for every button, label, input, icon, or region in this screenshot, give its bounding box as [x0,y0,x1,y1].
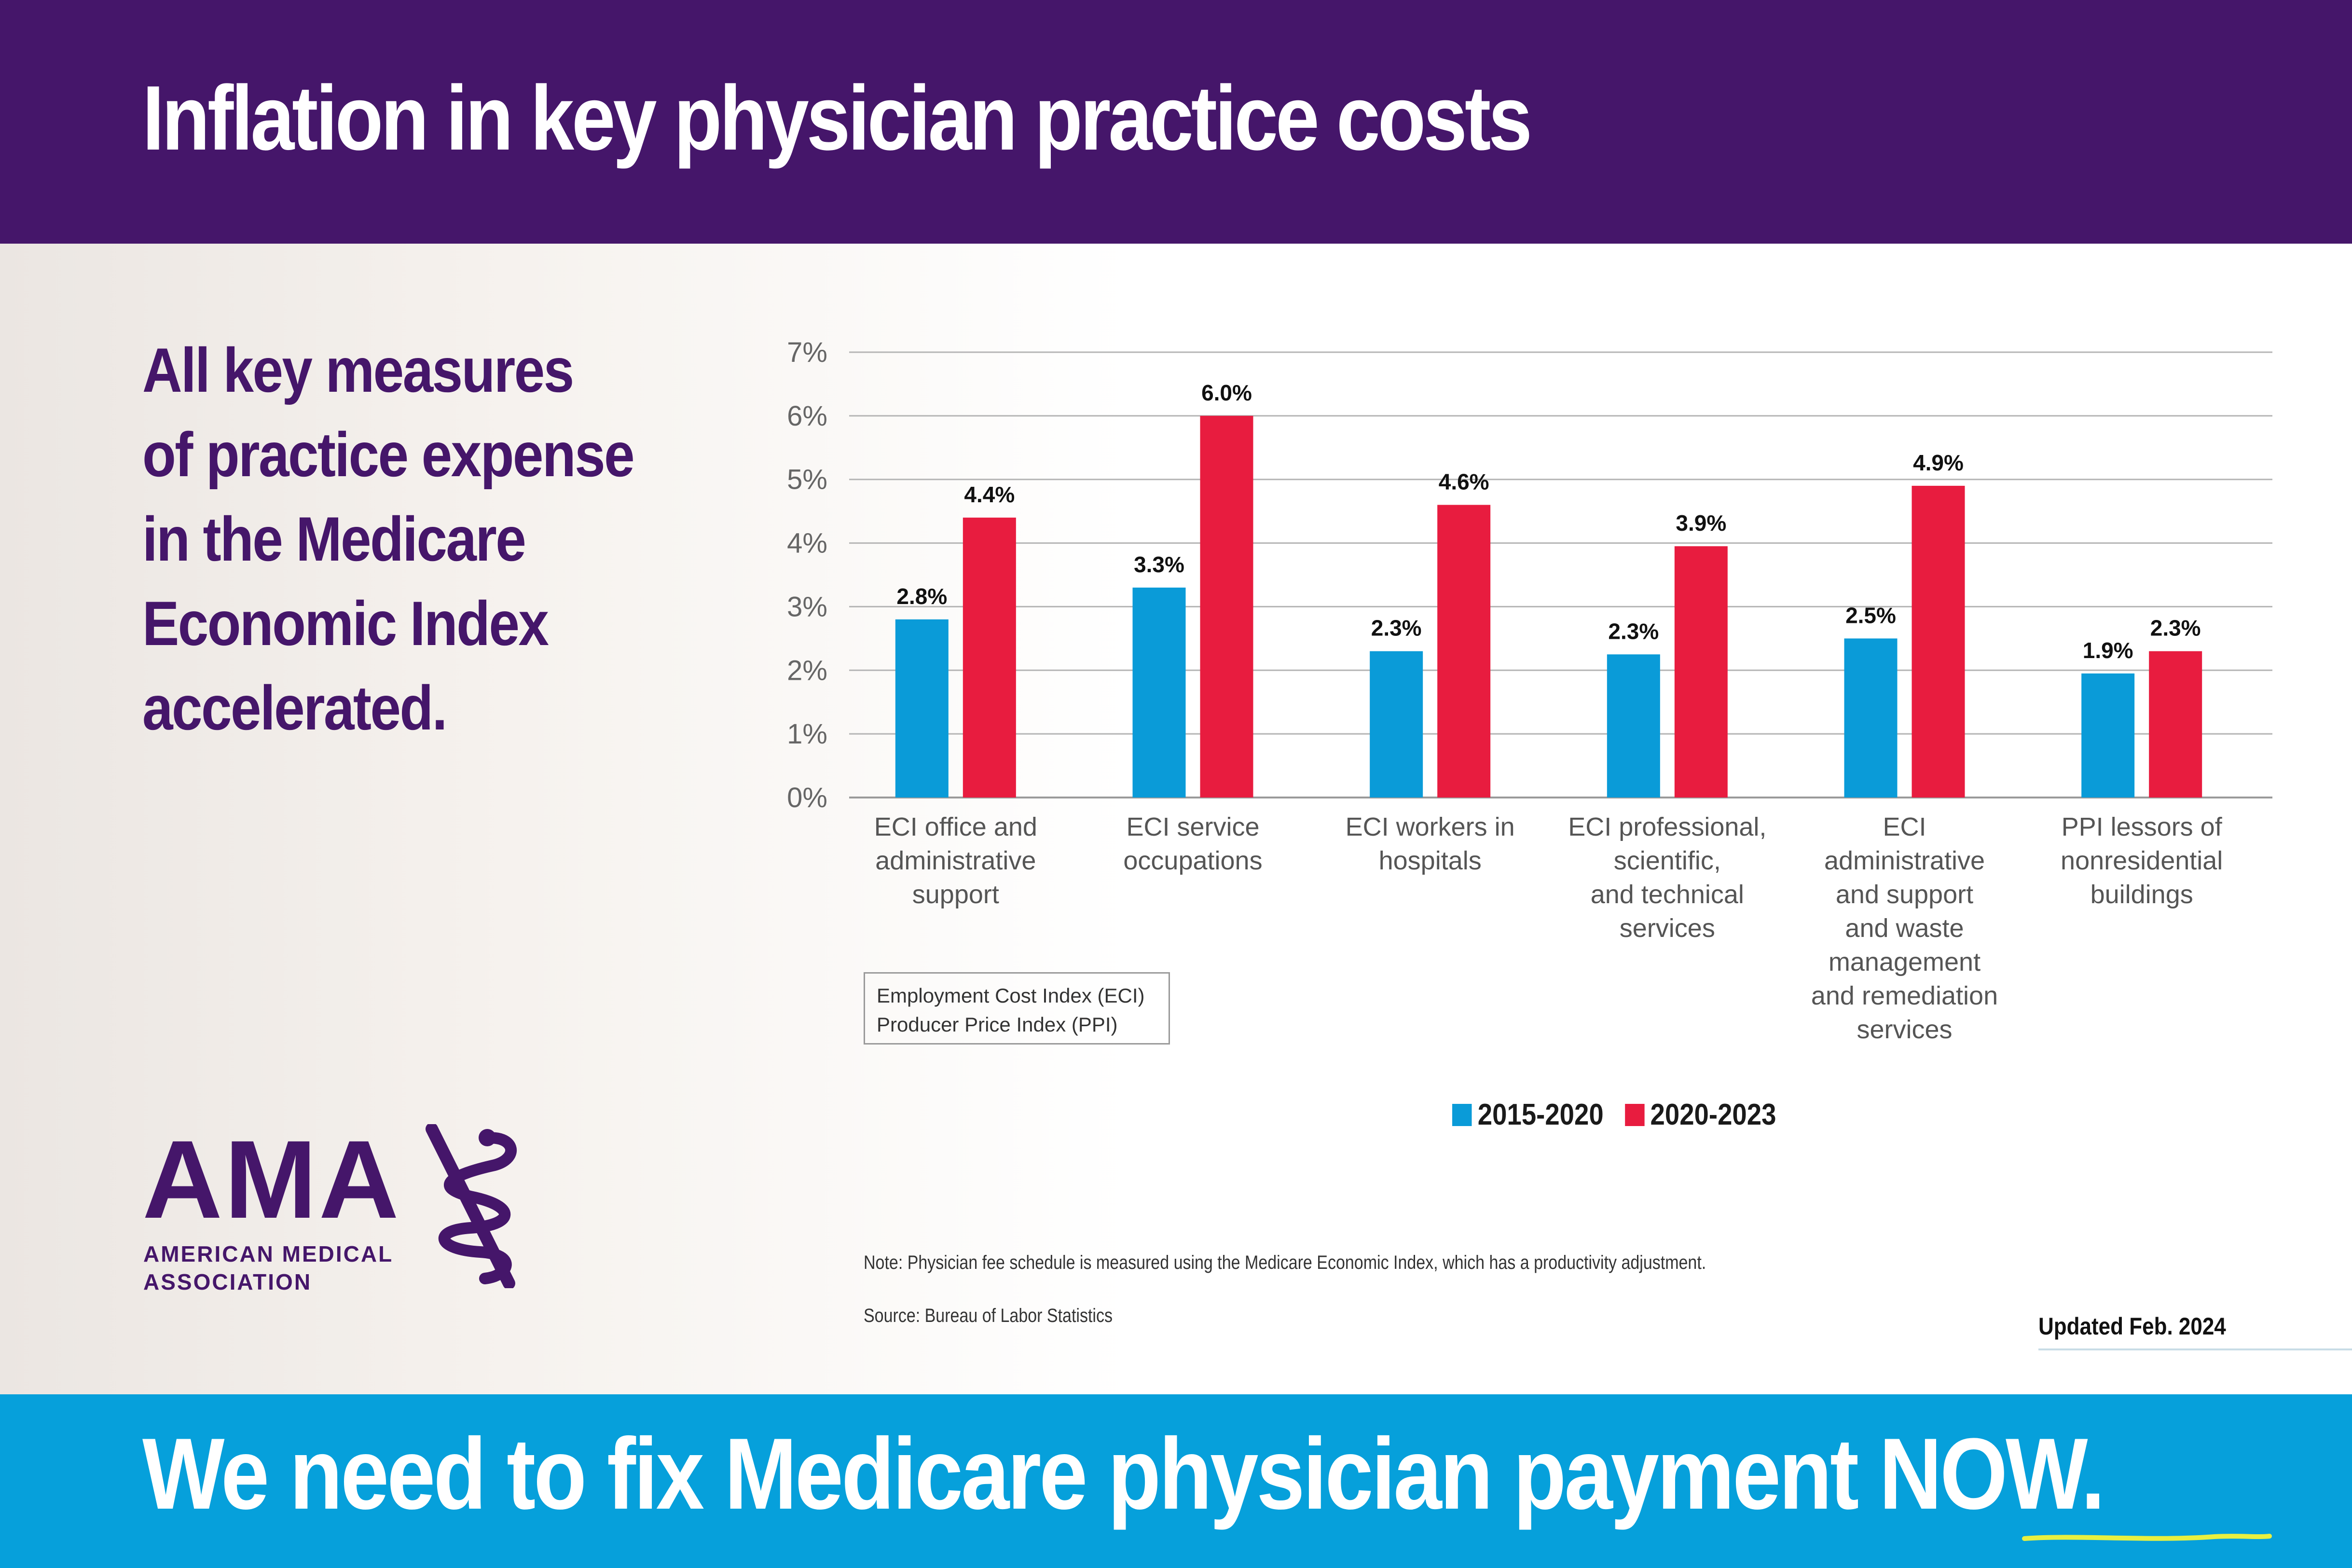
x-tick-label-line: and technical [1591,880,1744,909]
legend-item-series-1: 2015-2020 [1452,1098,1604,1132]
x-tick-label-line: ECI office and [874,812,1037,841]
bar [1844,638,1898,798]
x-tick-label: ECI professional, scientific, and technica… [1568,812,1766,943]
x-tick-label-line: and support [1836,880,1973,909]
x-tick-label-line: ECI service [1126,812,1259,841]
data-label: 2.3% [1371,616,1422,641]
x-tick-label: ECI workers in hospitals [1346,812,1515,875]
x-tick-label-line: administrative [1824,846,1985,875]
chart-source: Source: Bureau of Labor Statistics [864,1305,1113,1326]
legend-swatch [1624,1103,1645,1126]
y-tick-label: 7% [787,337,827,368]
y-tick-label: 3% [787,591,827,622]
legend-item-series-2: 2020-2023 [1624,1098,1776,1132]
data-label: 4.4% [964,482,1015,507]
ama-logo: AMA AMERICAN MEDICAL ASSOCIATION [142,1117,528,1294]
bar [1607,654,1660,798]
data-label: 2.8% [896,584,947,609]
bar [1437,505,1491,798]
bar [895,619,949,798]
x-tick-label-line: services [1857,1015,1952,1044]
abbreviation-box: Employment Cost Index (ECI) Producer Pri… [864,972,1170,1045]
page-title: Inflation in key physician practice cost… [142,67,1532,169]
header-band [0,0,2352,244]
bar [1200,415,1253,798]
x-tick-label-line: support [912,880,999,909]
data-label: 1.9% [2083,638,2133,663]
x-tick-label-line: scientific, [1614,846,1721,875]
x-tick-label-line: ECI workers in [1346,812,1515,841]
updated-date: Updated Feb. 2024 [2038,1313,2226,1340]
y-tick-label: 4% [787,528,827,559]
footer-band [0,1394,2352,1568]
headline-line: Economic Index [142,588,549,659]
headline-line: accelerated. [142,673,447,743]
x-tick-label: ECI service occupations [1123,812,1262,875]
staff-of-asclepius-icon [426,1124,517,1288]
headline: All key measures of practice expense in … [142,328,694,750]
x-tick-label-line: and remediation [1811,981,1998,1010]
footer-slogan: We need to fix Medicare physician paymen… [142,1417,2105,1530]
y-tick-label: 2% [787,655,827,686]
x-tick-label: ECI office and administrative support [874,812,1037,909]
x-tick-label-line: occupations [1123,846,1262,875]
bar [1674,546,1728,798]
x-tick-label-line: PPI lessors of [2062,812,2223,841]
x-tick-label-line: management [1829,948,1981,977]
data-label: 6.0% [1201,380,1252,405]
bar [963,517,1016,798]
data-label: 3.3% [1134,552,1184,577]
bar [1370,651,1423,798]
data-label: 4.9% [1913,450,1964,475]
abbreviation-ppi: Producer Price Index (PPI) [877,1013,1118,1036]
logo-subtitle-line: ASSOCIATION [143,1269,312,1294]
logo-subtitle-line: AMERICAN MEDICAL [143,1241,394,1266]
bar [1912,485,1965,798]
now-underline [2022,1534,2272,1541]
headline-line: All key measures [142,335,574,405]
headline-line: of practice expense [142,419,635,490]
legend-swatch [1452,1103,1472,1126]
x-tick-label: ECI administrative and support and waste man… [1811,812,1998,1044]
data-label: 3.9% [1676,510,1726,536]
bar [1132,587,1186,798]
x-tick-label-line: and waste [1845,914,1964,943]
y-tick-label: 5% [787,464,827,495]
x-tick-label-line: nonresidential [2061,846,2223,875]
chart-legend: 2015-2020 2020-2023 [1452,1098,1797,1132]
y-tick-label: 1% [787,718,827,750]
logo-wordmark: AMA [142,1117,401,1241]
bar [2081,673,2135,798]
x-tick-label-line: administrative [875,846,1036,875]
x-tick-label-line: buildings [2091,880,2193,909]
y-tick-label: 6% [787,400,827,432]
data-label: 2.3% [2150,616,2201,641]
data-label: 2.3% [1608,619,1659,644]
x-tick-label-line: ECI [1883,812,1926,841]
abbreviation-eci: Employment Cost Index (ECI) [877,984,1145,1007]
data-label: 2.5% [1845,603,1896,628]
content-area [0,244,2352,1394]
bar [2149,651,2202,798]
x-tick-label-line: ECI professional, [1568,812,1766,841]
legend-label: 2020-2023 [1650,1098,1776,1131]
x-tick-label-line: hospitals [1379,846,1482,875]
y-tick-label: 0% [787,782,827,813]
headline-line: in the Medicare [142,504,526,574]
x-tick-label: PPI lessors of nonresidential buildings [2061,812,2223,909]
logo-subtitle: AMERICAN MEDICAL ASSOCIATION [143,1240,393,1296]
legend-label: 2015-2020 [1477,1098,1604,1131]
x-tick-label-line: services [1620,914,1715,943]
chart-note: Note: Physician fee schedule is measured… [864,1252,1706,1273]
updated-divider [2038,1348,2352,1350]
data-label: 4.6% [1439,469,1489,494]
